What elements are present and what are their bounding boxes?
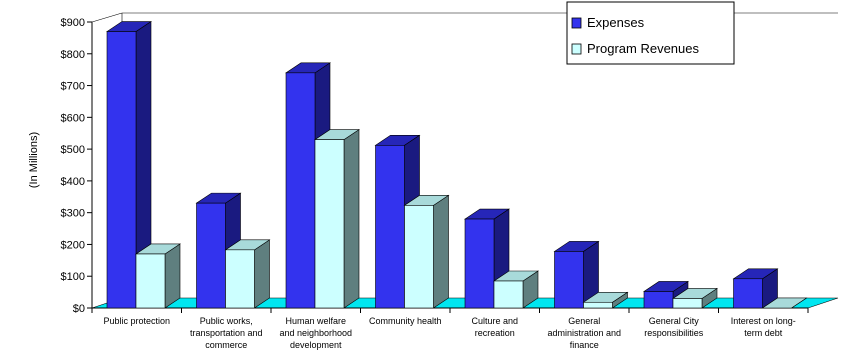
x-tick-label: Culture and (471, 316, 518, 326)
legend-label-program-revenues: Program Revenues (587, 41, 699, 56)
y-tick-label: $100 (61, 271, 85, 283)
legend-box (566, 1, 735, 65)
x-tick-label: Public works, (200, 316, 253, 326)
x-tick-label: transportation and (190, 328, 263, 338)
y-tick-label: $300 (61, 208, 85, 220)
bar-expenses (733, 278, 763, 309)
bar-program-revenues-side (433, 194, 449, 309)
x-tick-label: Interest on long- (731, 316, 796, 326)
bar-program-revenues (225, 249, 255, 309)
bar-expenses (196, 202, 226, 309)
y-tick-label: $700 (61, 81, 85, 93)
x-tick-label: recreation (475, 328, 515, 338)
y-tick-label: $500 (61, 144, 85, 156)
x-tick-label: General (568, 316, 600, 326)
bar-expenses (375, 144, 405, 309)
bar-program-revenues (314, 139, 345, 309)
bar-expenses (643, 291, 674, 309)
x-tick-label: General City (649, 316, 700, 326)
x-tick-label: commerce (205, 340, 247, 350)
y-tick-label: $200 (61, 239, 85, 251)
bar-expenses (106, 31, 137, 309)
x-tick-label: finance (570, 340, 599, 350)
x-tick-label: term debt (744, 328, 783, 338)
x-tick-label: development (290, 340, 342, 350)
x-tick-label: Human welfare (285, 316, 346, 326)
y-axis-label: (In Millions) (28, 132, 40, 188)
bar-expenses (285, 72, 316, 309)
plot-area: $0 $100 $200 $300 $400 $500 $600 $700 $800 $900 Pu… (61, 12, 839, 350)
legend-swatch-expenses (571, 17, 582, 29)
x-tick-label: Community health (369, 316, 442, 326)
y-tick-label: $0 (73, 303, 85, 315)
bar-program-revenues (135, 253, 166, 309)
y-tick-label: $400 (61, 176, 85, 188)
x-tick-label: responsibilities (644, 328, 704, 338)
y-axis-depth-edge (91, 12, 123, 23)
legend: Expenses Program Revenues (566, 1, 735, 65)
legend-swatch-program-revenues (571, 43, 582, 55)
y-tick-label: $600 (61, 112, 85, 124)
bar-expenses (464, 218, 495, 309)
bar-expenses (554, 251, 584, 309)
bar-program-revenues-side (164, 243, 181, 309)
x-tick-label: Public protection (103, 316, 170, 326)
y-tick-label: $900 (61, 17, 85, 29)
legend-label-expenses: Expenses (587, 15, 645, 30)
bar-program-revenues (404, 205, 434, 309)
y-tick-label: $800 (61, 49, 85, 61)
bar-program-revenues (672, 298, 703, 309)
bar-program-revenues-side (343, 129, 360, 309)
bar-program-revenues (583, 301, 613, 309)
bar-program-revenues-side (254, 239, 270, 309)
x-tick-label: and neighborhood (279, 328, 352, 338)
bar-program-revenues-top (761, 297, 808, 309)
bar-program-revenues (493, 280, 524, 309)
x-tick-label: administration and (547, 328, 621, 338)
